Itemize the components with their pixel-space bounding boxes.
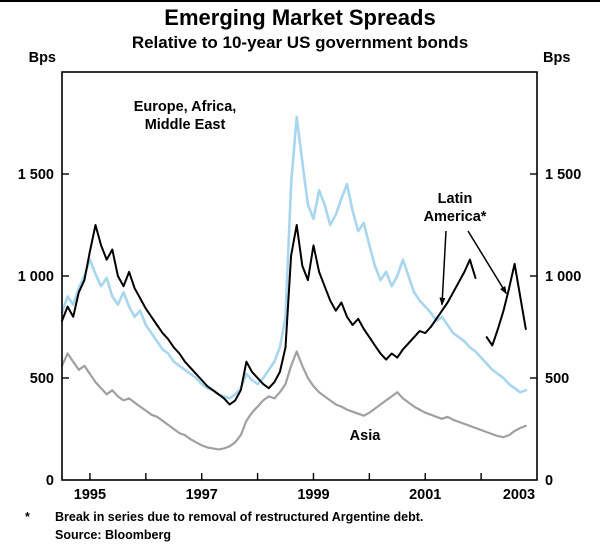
latin-america-annotation-arrow <box>439 230 447 306</box>
chart-title: Emerging Market Spreads <box>164 5 436 30</box>
y-axis-tick-label-left: 1 500 <box>18 167 54 183</box>
y-axis-unit-left: Bps <box>28 50 56 66</box>
chart-subtitle: Relative to 10-year US government bonds <box>131 33 469 52</box>
series-line-latin-america <box>61 224 527 406</box>
series-line-asia <box>60 350 527 451</box>
latin-america-annotation-arrow <box>467 230 507 295</box>
y-axis-tick-label-right: 500 <box>545 371 569 387</box>
y-axis-unit-right: Bps <box>543 50 571 66</box>
series-label-europe-africa-middle-east: Europe, Africa, Middle East <box>133 99 237 133</box>
x-axis-tick-label: 2003 <box>503 487 535 503</box>
y-axis-tick-label-left: 0 <box>46 473 54 489</box>
y-axis-tick-label-left: 500 <box>30 371 54 387</box>
x-axis-tick-label: 2001 <box>409 487 441 503</box>
x-axis-tick-label: 1997 <box>186 487 218 503</box>
y-axis-tick-label-left: 1 000 <box>18 269 54 285</box>
footnote-marker: * <box>25 510 30 524</box>
x-axis-tick-label: 1995 <box>74 487 106 503</box>
x-axis-tick-label: 1999 <box>297 487 329 503</box>
series-label-asia: Asia <box>349 428 381 444</box>
y-axis-tick-label-right: 1 000 <box>545 269 581 285</box>
source-note: Source: Bloomberg <box>55 528 171 542</box>
footnote-text: Break in series due to removal of restru… <box>55 510 424 524</box>
y-axis-tick-label-right: 0 <box>545 473 553 489</box>
footnote: * Break in series due to removal of rest… <box>25 510 423 524</box>
series-label-latin-america: Latin America* <box>423 191 487 225</box>
series-line-europe-africa-middle-east <box>60 115 528 400</box>
y-axis-tick-label-right: 1 500 <box>545 167 581 183</box>
plot-frame <box>61 71 538 481</box>
top-rule <box>0 0 600 2</box>
